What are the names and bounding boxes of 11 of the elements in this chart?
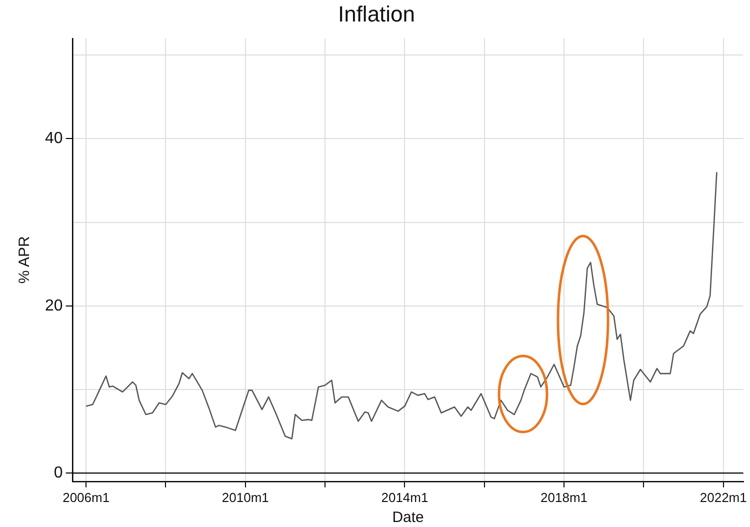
y-tick-label: 40 (45, 130, 63, 148)
x-tick-label: 2018m1 (540, 490, 588, 505)
x-tick-label: 2010m1 (222, 490, 269, 505)
x-tick-label: 2006m1 (62, 490, 110, 505)
x-tick-label: 2014m1 (381, 490, 428, 505)
y-tick-label: 0 (54, 464, 63, 482)
x-tick-label: 2022m1 (700, 490, 747, 505)
chart-title: Inflation (338, 1, 416, 26)
x-axis-title: Date (392, 509, 424, 526)
y-axis-title: % APR (16, 236, 34, 284)
y-tick-label: 20 (45, 297, 63, 314)
